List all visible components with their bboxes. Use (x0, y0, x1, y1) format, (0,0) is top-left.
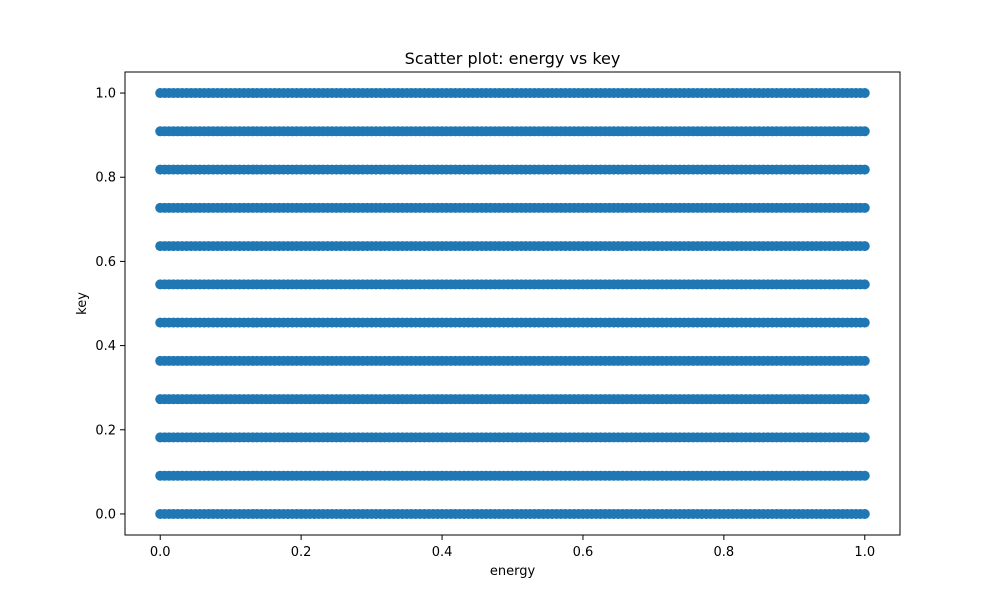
scatter-row (155, 88, 870, 99)
x-axis: 0.0 0.2 0.4 0.6 0.8 1.0 (150, 535, 875, 560)
y-tick-label: 0.2 (95, 423, 116, 438)
scatter-point (859, 317, 870, 328)
scatter-point (859, 241, 870, 252)
y-tick-label: 0.6 (95, 255, 116, 270)
scatter-point (859, 164, 870, 175)
scatter-row (155, 317, 870, 328)
scatter-row (155, 164, 870, 175)
scatter-point (859, 126, 870, 137)
x-tick-label: 0.8 (714, 545, 735, 560)
scatter-point (859, 508, 870, 519)
x-tick-label: 0.4 (432, 545, 453, 560)
x-tick-label: 0.2 (291, 545, 312, 560)
scatter-row (155, 470, 870, 481)
scatter-point (859, 432, 870, 443)
scatter-point (859, 279, 870, 290)
plot-frame (124, 71, 901, 536)
y-tick-label: 0.8 (95, 171, 116, 186)
y-axis-label: key (75, 292, 90, 315)
chart-title: Scatter plot: energy vs key (405, 49, 621, 68)
x-tick-label: 0.6 (573, 545, 594, 560)
plot-marks (155, 88, 870, 519)
scatter-point (859, 470, 870, 481)
x-tick-label: 1.0 (854, 545, 875, 560)
y-tick-label: 0.0 (95, 507, 116, 522)
scatter-row (155, 508, 870, 519)
y-tick-label: 1.0 (95, 87, 116, 102)
scatter-row (155, 279, 870, 290)
scatter-point (859, 88, 870, 99)
y-axis: 0.0 0.2 0.4 0.6 0.8 1.0 (95, 87, 125, 522)
scatter-point (859, 202, 870, 213)
scatter-row (155, 394, 870, 405)
scatter-row (155, 355, 870, 366)
scatter-row (155, 202, 870, 213)
x-tick-label: 0.0 (150, 545, 171, 560)
scatter-point (859, 355, 870, 366)
scatter-row (155, 241, 870, 252)
x-axis-label: energy (490, 564, 536, 579)
scatter-row (155, 126, 870, 137)
scatter-point (859, 394, 870, 405)
y-tick-label: 0.4 (95, 339, 116, 354)
scatter-row (155, 432, 870, 443)
